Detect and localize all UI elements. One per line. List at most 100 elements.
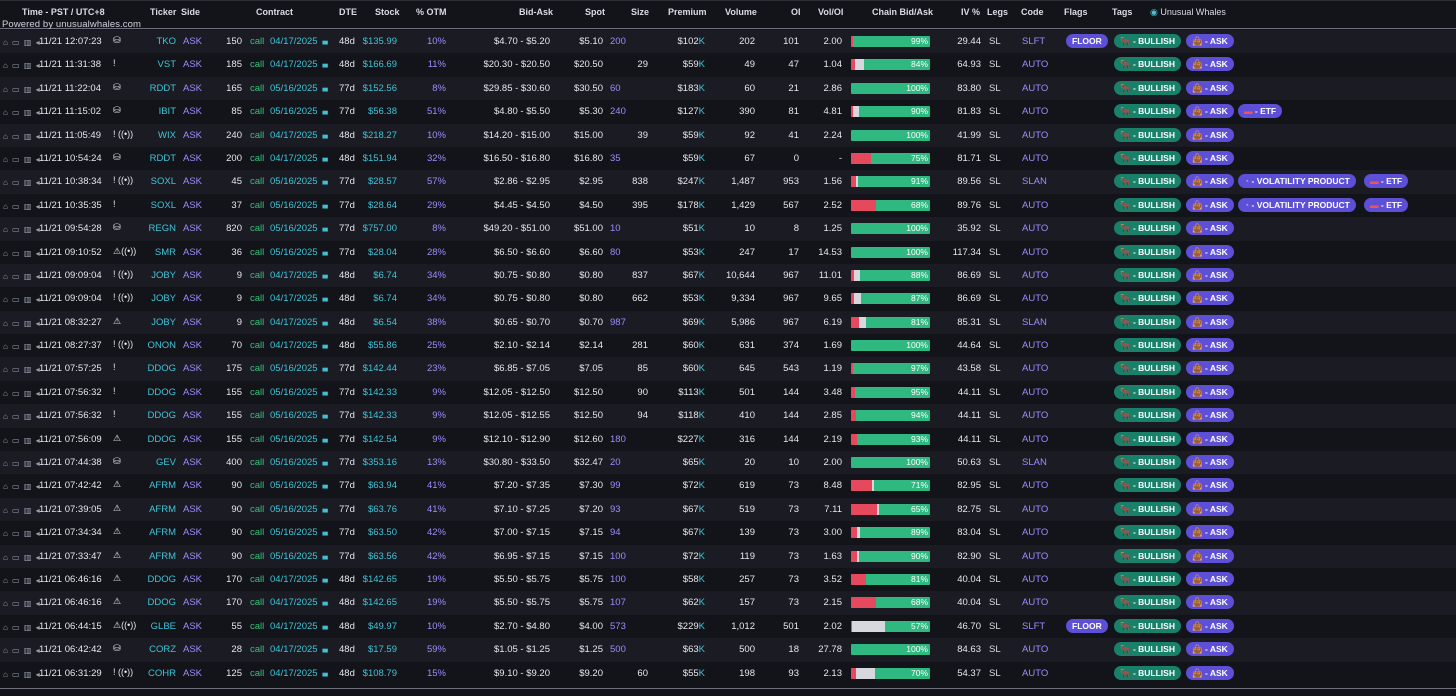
bar-chart-icon[interactable]: ▮▮▮ <box>322 577 328 584</box>
table-row[interactable]: ⌂ ▭ ▥ ◂ 11/21 07:56:09 ⚠ DDOG ASK 155 call 05/1… <box>0 427 1456 452</box>
tag-ask[interactable]: 👜 - ASK <box>1186 174 1234 189</box>
bar-chart-icon[interactable]: ▮▮▮ <box>322 461 328 468</box>
tag-bullish[interactable]: 🐂 - BULLISH <box>1114 80 1181 95</box>
tag-bullish[interactable]: 🐂 - BULLISH <box>1114 244 1181 259</box>
expiry-cell[interactable]: 05/16/2025 <box>270 223 318 235</box>
expiry-cell[interactable]: 05/16/2025 <box>270 106 318 118</box>
tag-bullish[interactable]: 🐂 - BULLISH <box>1114 174 1181 189</box>
tag-ask[interactable]: 👜 - ASK <box>1186 338 1234 353</box>
tag-ask[interactable]: 👜 - ASK <box>1186 104 1234 119</box>
row-action-icons[interactable]: ⌂ ▭ ▥ ◂ <box>3 131 41 141</box>
tag-bullish[interactable]: 🐂 - BULLISH <box>1114 455 1181 470</box>
tag-ask[interactable]: 👜 - ASK <box>1186 408 1234 423</box>
row-action-icons[interactable]: ⌂ ▭ ▥ ◂ <box>3 154 41 164</box>
expiry-cell[interactable]: 05/16/2025 <box>270 176 318 188</box>
expiry-cell[interactable]: 04/17/2025 <box>270 129 318 141</box>
ticker-cell[interactable]: DDOG <box>147 386 177 398</box>
ticker-cell[interactable]: AFRM <box>149 480 176 492</box>
table-row[interactable]: ⌂ ▭ ▥ ◂ 11/21 11:31:38! VST ASK 185 call 04/17… <box>0 53 1456 77</box>
header-bid-ask[interactable]: Bid-Ask <box>519 7 554 17</box>
row-action-icons[interactable]: ⌂ ▭ ▥ ◂ <box>3 388 41 398</box>
tag-etf[interactable]: ▬ - ETF <box>1238 104 1283 119</box>
ticker-cell[interactable]: JOBY <box>151 316 176 328</box>
tag-ask[interactable]: 👜 - ASK <box>1186 548 1234 563</box>
header-oi[interactable]: OI <box>791 7 801 17</box>
bar-chart-icon[interactable]: ▮▮▮ <box>322 554 328 561</box>
table-row[interactable]: ⌂ ▭ ▥ ◂ 11/21 10:35:35! SOXL ASK 37 call 05/16… <box>0 193 1456 218</box>
expiry-cell[interactable]: 04/17/2025 <box>270 667 318 679</box>
tag-ask[interactable]: 👜 - ASK <box>1186 384 1234 399</box>
tag-ask[interactable]: 👜 - ASK <box>1186 642 1234 657</box>
expiry-cell[interactable]: 05/16/2025 <box>270 410 318 422</box>
ticker-cell[interactable]: AFRM <box>149 527 176 539</box>
tag-bullish[interactable]: 🐂 - BULLISH <box>1114 314 1181 329</box>
bar-chart-icon[interactable]: ▮▮▮ <box>322 344 328 351</box>
tag-etf[interactable]: ▬ - ETF <box>1364 197 1409 212</box>
tag-ask[interactable]: 👜 - ASK <box>1186 291 1234 306</box>
tag-bullish[interactable]: 🐂 - BULLISH <box>1114 642 1181 657</box>
tag-volatility[interactable]: ◔ - VOLATILITY PRODUCT <box>1238 174 1356 189</box>
expiry-cell[interactable]: 05/16/2025 <box>270 246 318 258</box>
tag-bullish[interactable]: 🐂 - BULLISH <box>1114 665 1181 680</box>
tag-bullish[interactable]: 🐂 - BULLISH <box>1114 150 1181 165</box>
bar-chart-icon[interactable]: ▮▮▮ <box>322 531 328 538</box>
tag-ask[interactable]: 👜 - ASK <box>1186 571 1234 586</box>
expiry-cell[interactable]: 04/17/2025 <box>270 644 318 656</box>
header-side[interactable]: Side <box>181 7 201 17</box>
expiry-cell[interactable]: 04/17/2025 <box>270 340 318 352</box>
tag-ask[interactable]: 👜 - ASK <box>1186 267 1234 282</box>
ticker-cell[interactable]: WIX <box>158 129 176 141</box>
row-action-icons[interactable]: ⌂ ▭ ▥ ◂ <box>3 342 41 352</box>
table-row[interactable]: ⌂ ▭ ▥ ◂ 11/21 09:10:52 ⚠((•)) SMR ASK 36 call 0… <box>0 240 1456 264</box>
ticker-cell[interactable]: COHR <box>148 667 176 679</box>
bar-chart-icon[interactable]: ▮▮▮ <box>322 624 328 631</box>
header-tags[interactable]: Tags <box>1112 7 1133 17</box>
ticker-cell[interactable]: RDDT <box>149 82 176 94</box>
table-row[interactable]: ⌂ ▭ ▥ ◂ 11/21 07:57:25! DDOG ASK 175 call 05/1… <box>0 357 1456 381</box>
ticker-cell[interactable]: JOBY <box>151 269 176 281</box>
tag-bullish[interactable]: 🐂 - BULLISH <box>1114 57 1181 72</box>
bar-chart-icon[interactable]: ▮▮▮ <box>322 180 328 187</box>
tag-bullish[interactable]: 🐂 - BULLISH <box>1114 291 1181 306</box>
bar-chart-icon[interactable]: ▮▮▮ <box>322 437 328 444</box>
expiry-cell[interactable]: 04/17/2025 <box>270 152 318 164</box>
tag-bullish[interactable]: 🐂 - BULLISH <box>1114 361 1181 376</box>
expiry-cell[interactable]: 04/17/2025 <box>270 36 318 47</box>
tag-ask[interactable]: 👜 - ASK <box>1186 80 1234 95</box>
tag-bullish[interactable]: 🐂 - BULLISH <box>1114 267 1181 282</box>
row-action-icons[interactable]: ⌂ ▭ ▥ ◂ <box>3 271 41 281</box>
tag-bullish[interactable]: 🐂 - BULLISH <box>1114 618 1181 633</box>
ticker-cell[interactable]: SOXL <box>150 176 176 188</box>
header-time[interactable]: Time - PST / UTC+8 <box>22 7 105 17</box>
row-action-icons[interactable]: ⌂ ▭ ▥ ◂ <box>3 646 41 656</box>
header-chain-bid-ask[interactable]: Chain Bid/Ask <box>872 7 934 17</box>
tag-ask[interactable]: 👜 - ASK <box>1186 150 1234 165</box>
table-row[interactable]: ⌂ ▭ ▥ ◂ 11/21 11:05:49 ! ((•)) WIX ASK 240 cal… <box>0 123 1456 147</box>
tag-ask[interactable]: 👜 - ASK <box>1186 501 1234 516</box>
table-row[interactable]: ⌂ ▭ ▥ ◂ 11/21 12:07:23 ⛁ TKO ASK 150 call 04/17… <box>0 30 1456 54</box>
ticker-cell[interactable]: CORZ <box>149 644 176 656</box>
ticker-cell[interactable]: TKO <box>156 36 176 47</box>
expiry-cell[interactable]: 05/16/2025 <box>270 199 318 211</box>
table-row[interactable]: ⌂ ▭ ▥ ◂ 11/21 07:42:42 ⚠ AFRM ASK 90 call 05/16… <box>0 474 1456 498</box>
bar-chart-icon[interactable]: ▮▮▮ <box>322 367 328 374</box>
table-row[interactable]: ⌂ ▭ ▥ ◂ 11/21 10:38:34 ! ((•)) SOXL ASK 45 cal… <box>0 170 1456 194</box>
header-volume[interactable]: Volume <box>725 7 757 17</box>
table-row[interactable]: ⌂ ▭ ▥ ◂ 11/21 09:54:28 ⛁ REGN ASK 820 call 05/1… <box>0 217 1456 241</box>
bar-chart-icon[interactable]: ▮▮▮ <box>322 507 328 514</box>
row-action-icons[interactable]: ⌂ ▭ ▥ ◂ <box>3 412 41 422</box>
row-action-icons[interactable]: ⌂ ▭ ▥ ◂ <box>3 435 41 445</box>
expiry-cell[interactable]: 05/16/2025 <box>270 363 318 375</box>
tag-bullish[interactable]: 🐂 - BULLISH <box>1114 525 1181 540</box>
table-row[interactable]: ⌂ ▭ ▥ ◂ 11/21 07:39:05 ⚠ AFRM ASK 90 call 05/16… <box>0 497 1456 522</box>
ticker-cell[interactable]: DDOG <box>147 410 177 422</box>
ticker-cell[interactable]: DDOG <box>147 363 177 375</box>
tag-bullish[interactable]: 🐂 - BULLISH <box>1114 221 1181 236</box>
tag-etf[interactable]: ▬ - ETF <box>1364 174 1409 189</box>
tag-bullish[interactable]: 🐂 - BULLISH <box>1114 197 1181 212</box>
expiry-cell[interactable]: 04/17/2025 <box>270 573 318 585</box>
tag-bullish[interactable]: 🐂 - BULLISH <box>1114 338 1181 353</box>
tag-ask[interactable]: 👜 - ASK <box>1186 361 1234 376</box>
tag-ask[interactable]: 👜 - ASK <box>1186 197 1234 212</box>
header-code[interactable]: Code <box>1021 7 1044 17</box>
